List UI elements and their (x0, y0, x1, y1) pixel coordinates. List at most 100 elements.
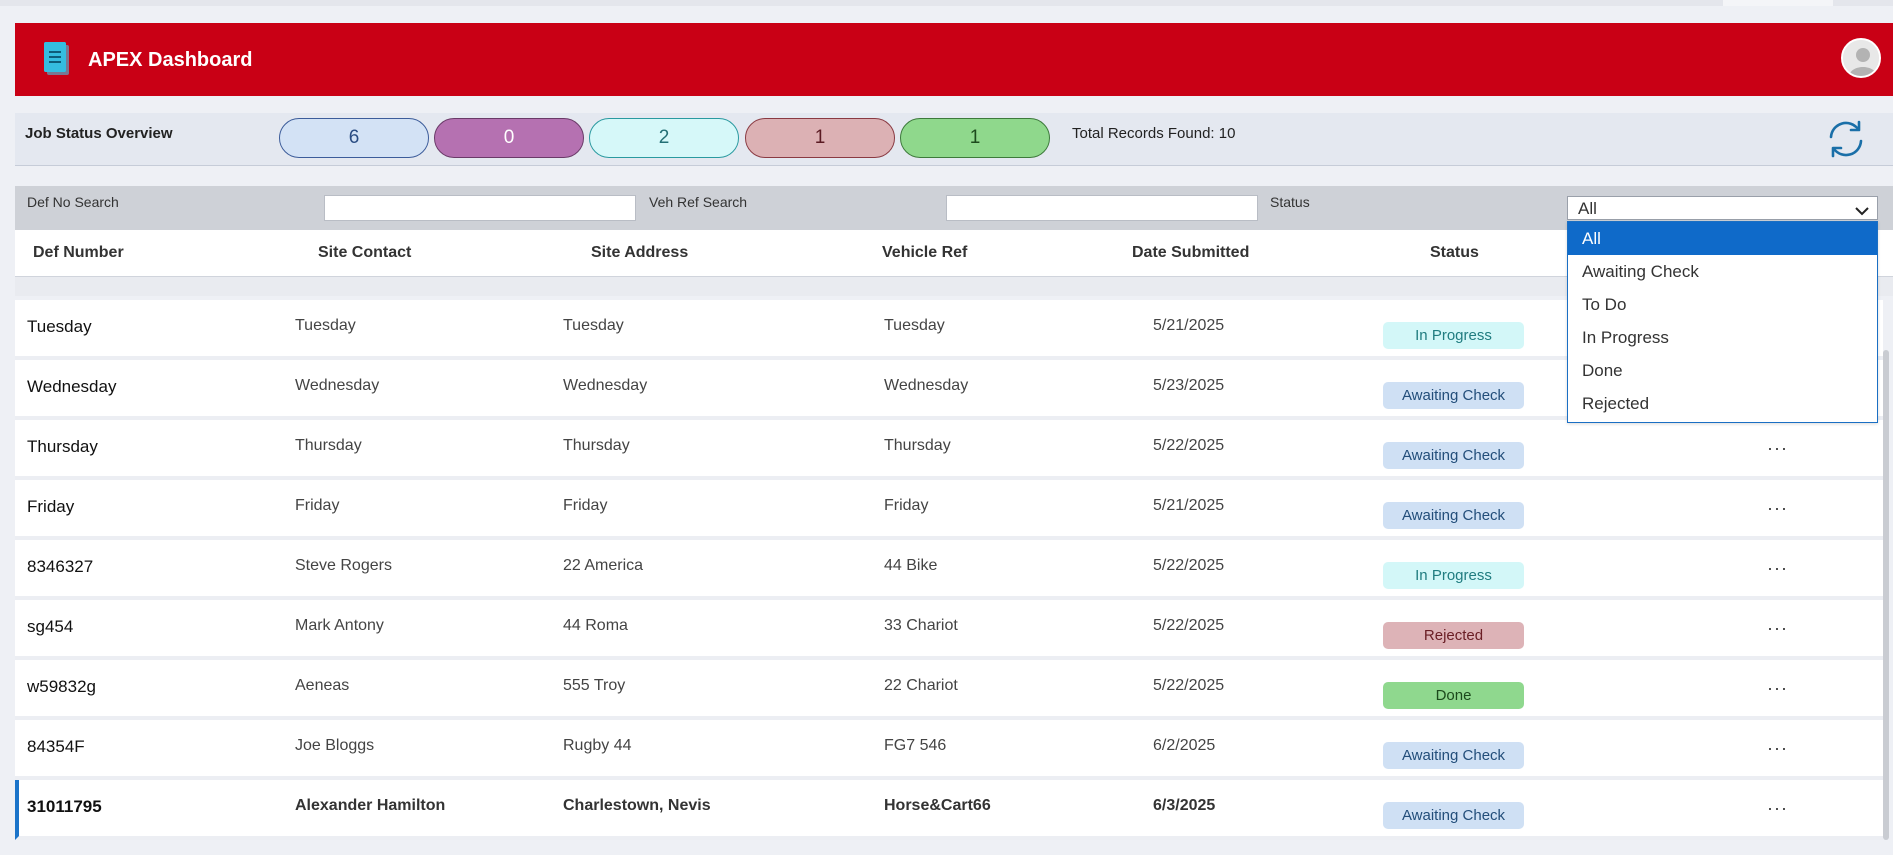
status-select[interactable]: All (1567, 196, 1878, 220)
cell-date-submitted: 5/21/2025 (1153, 317, 1225, 334)
cell-site-address: Charlestown, Nevis (563, 797, 711, 814)
status-overview-title: Job Status Overview (25, 125, 173, 142)
cell-vehicle-ref: Thursday (884, 437, 951, 454)
cell-date-submitted: 5/22/2025 (1153, 617, 1225, 634)
cell-vehicle-ref: Friday (884, 497, 929, 514)
cell-site-contact: Joe Bloggs (295, 737, 375, 754)
status-badge: Awaiting Check (1383, 382, 1524, 409)
cell-vehicle-ref: 33 Chariot (884, 617, 958, 634)
scrollbar[interactable] (1883, 350, 1889, 840)
cell-date-submitted: 5/22/2025 (1153, 437, 1225, 454)
cell-vehicle-ref: Tuesday (884, 317, 945, 334)
cell-date-submitted: 5/21/2025 (1153, 497, 1225, 514)
cell-def-number: Thursday (27, 437, 98, 456)
document-icon (42, 41, 70, 76)
table-row[interactable]: 31011795 Alexander Hamilton Charlestown, N… (15, 780, 1883, 840)
status-option-in-progress[interactable]: In Progress (1582, 328, 1669, 347)
cell-site-contact: Wednesday (295, 377, 380, 394)
cell-site-contact: Steve Rogers (295, 557, 392, 574)
col-def-number[interactable]: Def Number (33, 244, 124, 261)
status-badge: Done (1383, 682, 1524, 709)
cell-def-number: 31011795 (27, 797, 102, 816)
status-pill-count: 1 (814, 127, 826, 148)
cell-site-contact: Aeneas (295, 677, 350, 694)
cell-site-contact: Alexander Hamilton (295, 797, 446, 814)
filter-bar: Def No Search Veh Ref Search Status All (15, 186, 1893, 230)
status-pill-3[interactable]: 2 (589, 118, 739, 158)
veh-search-label: Veh Ref Search (649, 194, 748, 210)
status-badge: Awaiting Check (1383, 742, 1524, 769)
cell-site-address: 44 Roma (563, 617, 628, 634)
cell-vehicle-ref: FG7 546 (884, 737, 947, 754)
chevron-down-icon (1855, 202, 1869, 216)
col-site-contact[interactable]: Site Contact (318, 244, 412, 261)
cell-site-address: 22 America (563, 557, 644, 574)
cell-site-address: Rugby 44 (563, 737, 632, 754)
row-actions-icon[interactable]: ··· (1767, 438, 1788, 458)
table-row[interactable]: w59832g Aeneas 555 Troy 22 Chariot 5/22/2025… (15, 660, 1883, 720)
row-actions-icon[interactable]: ··· (1767, 678, 1788, 698)
cell-def-number: 84354F (27, 737, 85, 756)
row-actions-icon[interactable]: ··· (1767, 498, 1788, 518)
status-option-rejected[interactable]: Rejected (1582, 394, 1650, 413)
status-pill-5[interactable]: 1 (900, 118, 1050, 158)
status-badge: Awaiting Check (1383, 802, 1524, 829)
status-pill-count: 2 (658, 127, 670, 148)
status-badge: Rejected (1383, 622, 1524, 649)
status-pill-2[interactable]: 0 (434, 118, 584, 158)
col-site-address[interactable]: Site Address (591, 244, 689, 261)
def-search-input[interactable] (324, 195, 636, 221)
status-option-all[interactable]: All (1568, 222, 1877, 255)
status-pill-1[interactable]: 6 (279, 118, 429, 158)
cell-def-number: sg454 (27, 617, 74, 636)
col-date-submitted[interactable]: Date Submitted (1132, 244, 1250, 261)
app-title: APEX Dashboard (88, 49, 253, 71)
status-dropdown-list: All Awaiting Check To Do In Progress Done Rej… (1567, 221, 1878, 423)
table-row[interactable]: Friday Friday Friday Friday 5/21/2025 Awaitin… (15, 480, 1883, 540)
cell-site-contact: Tuesday (295, 317, 356, 334)
row-actions-icon[interactable]: ··· (1767, 738, 1788, 758)
cell-vehicle-ref: 44 Bike (884, 557, 938, 574)
cell-def-number: Friday (27, 497, 75, 516)
status-option-done[interactable]: Done (1582, 361, 1623, 380)
cell-site-contact: Mark Antony (295, 617, 384, 634)
status-pill-count: 6 (348, 127, 360, 148)
job-status-overview: Job Status Overview 6 0 2 1 1 Total Records … (15, 113, 1893, 166)
cell-vehicle-ref: 22 Chariot (884, 677, 958, 694)
browser-top-strip (0, 0, 1893, 6)
status-pill-count: 0 (503, 127, 515, 148)
col-status[interactable]: Status (1430, 244, 1479, 261)
cell-date-submitted: 6/3/2025 (1153, 797, 1216, 814)
table-row[interactable]: Thursday Thursday Thursday Thursday 5/22/202… (15, 420, 1883, 480)
status-badge: Awaiting Check (1383, 502, 1524, 529)
cell-date-submitted: 5/22/2025 (1153, 677, 1225, 694)
status-badge: Awaiting Check (1383, 442, 1524, 469)
col-vehicle-ref[interactable]: Vehicle Ref (882, 244, 968, 261)
cell-site-address: Tuesday (563, 317, 624, 334)
row-actions-icon[interactable]: ··· (1767, 558, 1788, 578)
cell-def-number: 8346327 (27, 557, 94, 576)
table-row[interactable]: sg454 Mark Antony 44 Roma 33 Chariot 5/22/20… (15, 600, 1883, 660)
table-row[interactable]: 84354F Joe Bloggs Rugby 44 FG7 546 6/2/2025 A… (15, 720, 1883, 780)
table-subheader (15, 277, 1893, 296)
cell-date-submitted: 6/2/2025 (1153, 737, 1216, 754)
status-select-value: All (1578, 199, 1597, 218)
status-pill-4[interactable]: 1 (745, 118, 895, 158)
cell-vehicle-ref: Wednesday (884, 377, 969, 394)
table-row[interactable]: 8346327 Steve Rogers 22 America 44 Bike 5/22… (15, 540, 1883, 600)
veh-search-input[interactable] (946, 195, 1258, 221)
status-badge: In Progress (1383, 322, 1524, 349)
cell-date-submitted: 5/22/2025 (1153, 557, 1225, 574)
user-avatar-icon[interactable] (1841, 38, 1881, 78)
cell-site-address: Thursday (563, 437, 630, 454)
row-actions-icon[interactable]: ··· (1767, 618, 1788, 638)
table-body: Tuesday Tuesday Tuesday Tuesday 5/21/2025 In … (15, 300, 1883, 840)
status-option-to-do[interactable]: To Do (1582, 295, 1627, 314)
cell-vehicle-ref: Horse&Cart66 (884, 797, 991, 814)
status-option-awaiting-check[interactable]: Awaiting Check (1582, 262, 1699, 281)
row-actions-icon[interactable]: ··· (1767, 798, 1788, 818)
refresh-icon[interactable] (1825, 118, 1867, 160)
cell-date-submitted: 5/23/2025 (1153, 377, 1225, 394)
cell-site-contact: Friday (295, 497, 340, 514)
status-pill-count: 1 (969, 127, 981, 148)
